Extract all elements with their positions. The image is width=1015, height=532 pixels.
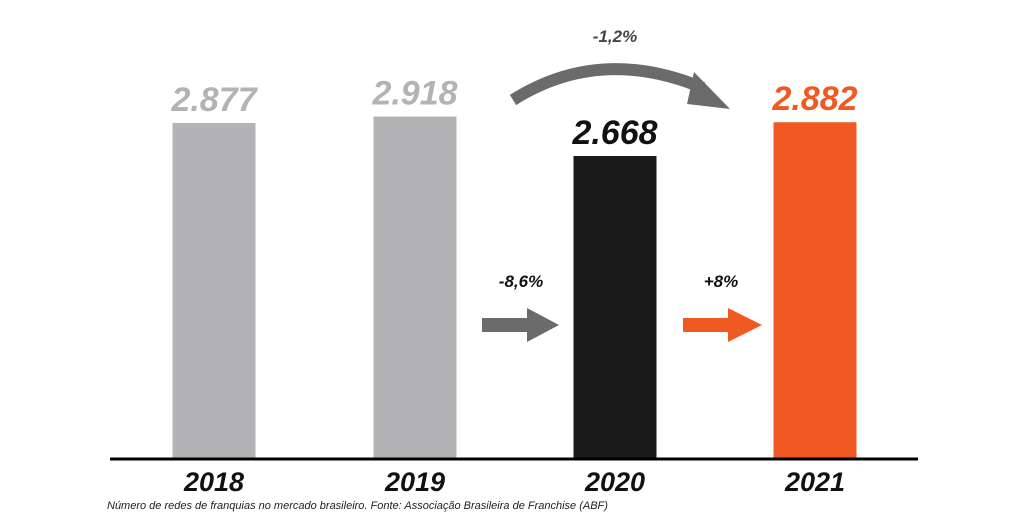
annotation-change-2021: +8%: [704, 272, 739, 291]
value-label-2020: 2.668: [571, 114, 657, 152]
bar-2021: [773, 122, 857, 459]
bar-2020: [573, 156, 657, 458]
bar-2018: [172, 123, 256, 458]
category-label-2021: 2021: [784, 467, 845, 497]
chart-caption: Número de redes de franquias no mercado …: [107, 500, 608, 512]
annotation-change-2019-2021: -1,2%: [593, 27, 637, 46]
category-label-2019: 2019: [384, 467, 445, 497]
value-label-2019: 2.918: [371, 75, 457, 113]
curved-arrow-shaft: [509, 63, 706, 106]
value-label-2018: 2.877: [170, 81, 258, 119]
bar-2019: [373, 116, 457, 459]
arrow-right-icon: [482, 308, 559, 342]
annotation-change-2020: -8,6%: [499, 272, 543, 291]
curved-arrow-head-icon: [687, 72, 730, 109]
arrow-right-icon: [683, 308, 762, 342]
value-label-2021: 2.882: [771, 80, 857, 118]
category-label-2020: 2020: [584, 467, 645, 497]
category-label-2018: 2018: [183, 467, 244, 497]
